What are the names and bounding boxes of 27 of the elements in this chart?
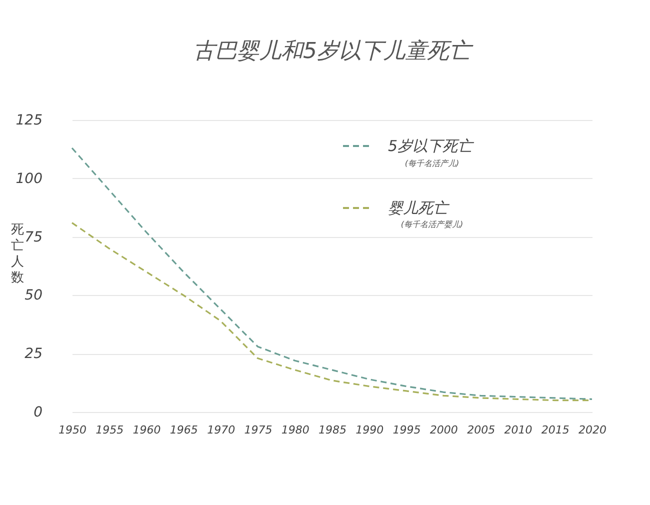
x-tick-label: 1990 (356, 424, 384, 436)
x-tick-label: 1980 (281, 424, 310, 436)
x-tick-label: 1950 (58, 424, 86, 436)
chart-title: 古巴婴儿和5岁以下儿童死亡 (193, 39, 474, 64)
x-tick-label: 2010 (504, 424, 532, 436)
x-tick-label: 1970 (207, 424, 236, 436)
y-tick-label: 25 (24, 346, 43, 362)
x-tick-label: 2015 (541, 424, 570, 436)
y-tick-label: 50 (24, 288, 43, 304)
x-tick-label: 2000 (430, 424, 458, 436)
x-tick-label: 2005 (467, 424, 496, 436)
x-tick-label: 1965 (170, 424, 198, 436)
x-tick-label: 2020 (578, 424, 606, 436)
y-tick-label: 75 (24, 229, 43, 246)
y-tick-label: 0 (34, 404, 43, 420)
y-axis-title: 死亡人数 (11, 222, 24, 286)
x-tick-label: 1985 (318, 424, 346, 436)
x-tick-label: 1955 (96, 424, 124, 436)
x-tick-label: 1975 (244, 424, 272, 436)
annotation: (每千名活产儿) (404, 159, 460, 168)
y-tick-label: 100 (16, 170, 43, 187)
annotation: (每千名活产婴儿) (400, 220, 464, 229)
y-tick-label: 125 (16, 112, 43, 128)
x-tick-label: 1995 (392, 424, 421, 436)
x-tick-label: 1960 (132, 424, 161, 436)
legend-label: 5岁以下死亡 (388, 137, 475, 155)
legend-label: 婴儿死亡 (388, 199, 450, 217)
